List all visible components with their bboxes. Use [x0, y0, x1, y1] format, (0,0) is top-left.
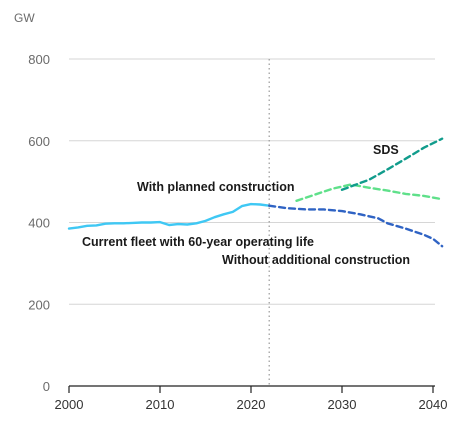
series-lines — [67, 137, 444, 248]
y-tick-label-600: 600 — [28, 134, 50, 149]
x-tick-label-2040: 2040 — [419, 397, 448, 412]
series-line-current-fleet — [67, 202, 271, 230]
y-tick-label-800: 800 — [28, 52, 50, 67]
series-line-without-additional — [268, 204, 444, 248]
annotation-with-planned-construction: With planned construction — [137, 180, 295, 194]
y-axis-ticks: 0 200 400 600 800 — [28, 52, 50, 394]
series-line-with-planned — [295, 183, 444, 202]
y-tick-label-0: 0 — [43, 379, 50, 394]
x-axis: 2000 2010 2020 2030 2040 — [55, 385, 448, 412]
y-tick-label-200: 200 — [28, 297, 50, 312]
annotation-without-additional-construction: Without additional construction — [222, 253, 410, 267]
annotation-current-fleet: Current fleet with 60-year operating lif… — [82, 235, 314, 249]
annotation-sds: SDS — [373, 143, 399, 157]
x-tick-label-2030: 2030 — [328, 397, 357, 412]
x-tick-label-2020: 2020 — [237, 397, 266, 412]
series-line-sds — [340, 137, 444, 191]
y-tick-label-400: 400 — [28, 216, 50, 231]
x-tick-label-2000: 2000 — [55, 397, 84, 412]
annotations: SDS With planned construction Current fl… — [82, 143, 410, 267]
x-tick-label-2010: 2010 — [146, 397, 175, 412]
y-unit-label: GW — [14, 11, 35, 25]
